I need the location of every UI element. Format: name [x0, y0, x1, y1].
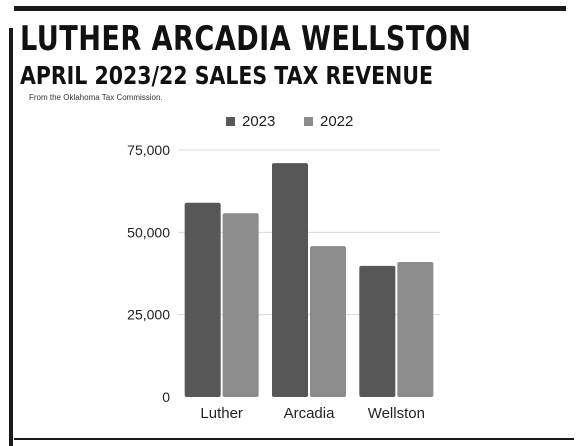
- bar-wellston-2022: [397, 261, 434, 397]
- x-category-label: Luther: [200, 405, 243, 422]
- bottom-rule: [14, 438, 574, 440]
- bar-luther-2023: [184, 202, 221, 397]
- bar-arcadia-2023: [272, 163, 308, 397]
- y-tick-label: 25,000: [127, 307, 170, 323]
- page-subtitle: APRIL 2023/22 SALES TAX REVENUE: [20, 61, 433, 90]
- x-axis-categories: Luther Arcadia Wellston: [200, 405, 425, 422]
- x-category-label: Arcadia: [284, 405, 336, 422]
- bar-wellston-2023: [359, 265, 396, 397]
- legend-label: 2023: [242, 113, 275, 130]
- y-tick-label: 75,000: [127, 142, 170, 158]
- top-rule: [14, 6, 566, 11]
- y-axis-ticks: 0 25,000 50,000 75,000: [127, 142, 170, 405]
- legend-swatch-2023: [226, 117, 235, 126]
- bar-arcadia-2022: [310, 246, 346, 397]
- bar-luther-2022: [222, 213, 259, 397]
- y-tick-label: 0: [162, 389, 170, 405]
- legend-swatch-2022: [304, 117, 313, 126]
- left-rule: [9, 28, 13, 446]
- page-title: LUTHER ARCADIA WELLSTON: [20, 19, 472, 59]
- legend: 2023 2022: [226, 113, 353, 130]
- source-note: From the Oklahoma Tax Commission.: [29, 93, 163, 102]
- legend-label: 2022: [320, 113, 353, 130]
- gridlines: [178, 149, 440, 316]
- y-tick-label: 50,000: [127, 224, 170, 240]
- bars: [184, 163, 434, 397]
- x-category-label: Wellston: [368, 405, 425, 422]
